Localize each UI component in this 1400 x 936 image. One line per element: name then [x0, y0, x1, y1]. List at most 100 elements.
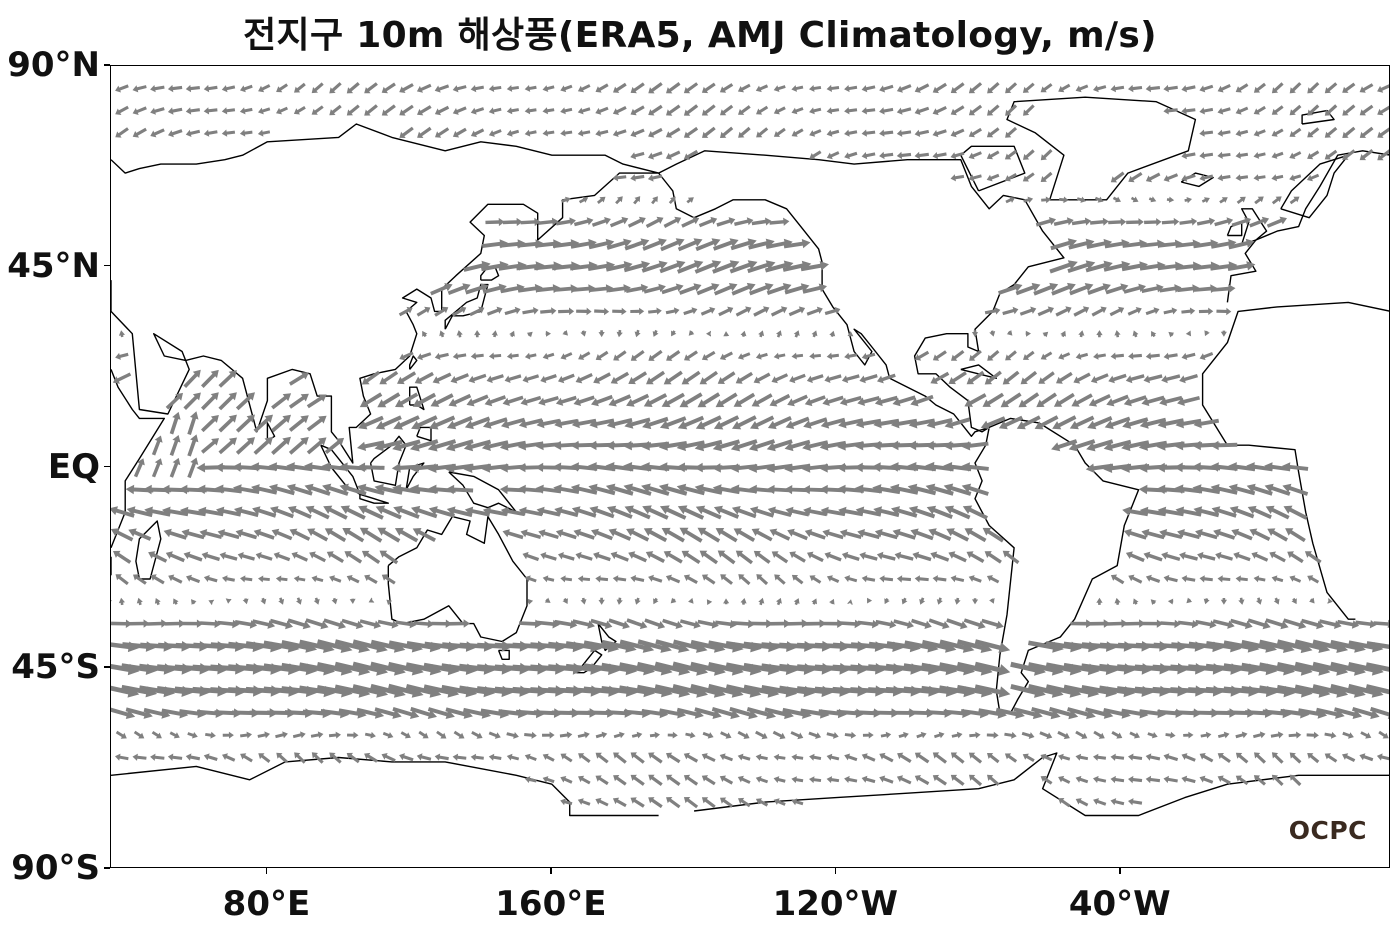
wind-arrow — [431, 619, 452, 628]
wind-arrow — [197, 506, 224, 517]
wind-arrow — [540, 307, 557, 315]
wind-arrow — [663, 216, 682, 228]
wind-arrow — [1228, 462, 1256, 472]
wind-arrow — [536, 619, 560, 629]
wind-arrow — [791, 776, 804, 784]
wind-arrow — [486, 374, 504, 384]
wind-arrow — [518, 506, 543, 517]
wind-arrow — [758, 330, 765, 338]
wind-arrow — [1108, 218, 1127, 226]
wind-arrow — [517, 441, 544, 451]
wind-arrow — [1023, 104, 1035, 116]
wind-arrow — [470, 128, 485, 138]
wind-arrow — [524, 731, 537, 739]
wind-arrow — [694, 462, 723, 473]
wind-arrow — [946, 618, 968, 630]
wind-arrow — [665, 307, 680, 315]
wind-arrow — [203, 575, 218, 583]
wind-arrow — [749, 506, 774, 518]
wind-arrow — [470, 352, 484, 360]
wind-arrow — [570, 484, 598, 495]
coastline-africa-horn — [111, 369, 165, 549]
wind-arrow — [251, 484, 278, 495]
wind-arrow — [783, 239, 811, 249]
wind-arrow — [648, 127, 663, 138]
wind-arrow — [1359, 753, 1374, 762]
wind-arrow — [1342, 753, 1356, 762]
wind-arrow — [595, 797, 609, 807]
wind-arrow — [1093, 85, 1107, 93]
wind-arrow — [1199, 129, 1214, 137]
x-tick-label: 40°W — [1068, 884, 1171, 924]
wind-arrow — [641, 260, 668, 273]
wind-arrow — [1231, 216, 1252, 227]
wind-arrow — [735, 550, 753, 565]
wind-arrow — [624, 505, 651, 520]
wind-arrow — [630, 774, 645, 786]
wind-arrow — [1233, 551, 1251, 562]
wind-arrow — [187, 434, 199, 457]
x-tick-label: 160°E — [495, 884, 607, 924]
wind-arrow — [542, 129, 555, 137]
wind-arrow — [1179, 217, 1198, 226]
wind-arrow — [648, 774, 663, 786]
wind-arrow — [1181, 753, 1196, 762]
wind-arrow — [275, 731, 288, 739]
wind-arrow — [1138, 440, 1168, 451]
wind-arrow — [222, 731, 234, 739]
wind-arrow — [553, 284, 579, 294]
wind-arrow — [150, 85, 165, 93]
wind-arrow — [811, 330, 818, 338]
wind-arrows — [111, 82, 1389, 809]
wind-arrow — [129, 619, 150, 628]
wind-arrow — [826, 151, 840, 160]
wind-arrow — [578, 351, 591, 360]
wind-arrow — [1235, 752, 1249, 764]
wind-arrow — [648, 797, 663, 809]
wind-arrow — [239, 129, 253, 137]
wind-arrow — [914, 151, 929, 160]
wind-arrow — [151, 435, 163, 456]
wind-arrow — [750, 415, 775, 430]
wind-arrow — [1324, 126, 1338, 138]
wind-arrow — [648, 574, 663, 583]
wind-arrow — [1181, 173, 1196, 182]
wind-arrow — [694, 260, 722, 274]
wind-arrow — [944, 505, 971, 520]
wind-arrow — [323, 505, 348, 520]
wind-arrow — [214, 484, 242, 494]
wind-arrow — [294, 752, 306, 764]
wind-arrow — [809, 150, 822, 160]
wind-arrow — [785, 506, 810, 517]
wind-arrow — [125, 484, 154, 495]
wind-arrow — [1000, 392, 1022, 408]
wind-arrow — [1265, 505, 1290, 520]
wind-arrow — [605, 483, 634, 496]
wind-arrow — [751, 217, 772, 226]
wind-arrow — [486, 306, 503, 316]
wind-arrow — [1058, 798, 1071, 808]
wind-arrow — [789, 373, 806, 384]
wind-arrow — [132, 753, 147, 761]
wind-arrow — [1181, 352, 1196, 360]
coastline-europe — [1226, 150, 1389, 303]
wind-arrow — [677, 260, 704, 274]
wind-arrow — [612, 129, 627, 137]
coastline-greenland — [1006, 96, 1197, 201]
wind-arrow — [612, 174, 627, 182]
wind-arrow — [1253, 775, 1266, 786]
wind-arrow — [1324, 753, 1338, 763]
wind-arrow — [1342, 149, 1356, 160]
wind-arrow — [1051, 439, 1078, 452]
wind-arrow — [926, 505, 953, 519]
wind-vector-map — [111, 82, 1389, 817]
wind-arrow — [665, 150, 681, 160]
wind-arrow — [1050, 238, 1077, 251]
wind-arrow — [377, 527, 401, 543]
wind-arrow — [293, 575, 306, 583]
wind-arrow — [518, 418, 543, 429]
wind-arrow — [1052, 415, 1077, 430]
wind-arrow — [836, 462, 865, 473]
wind-arrow — [222, 753, 236, 762]
wind-arrow — [1289, 196, 1300, 205]
